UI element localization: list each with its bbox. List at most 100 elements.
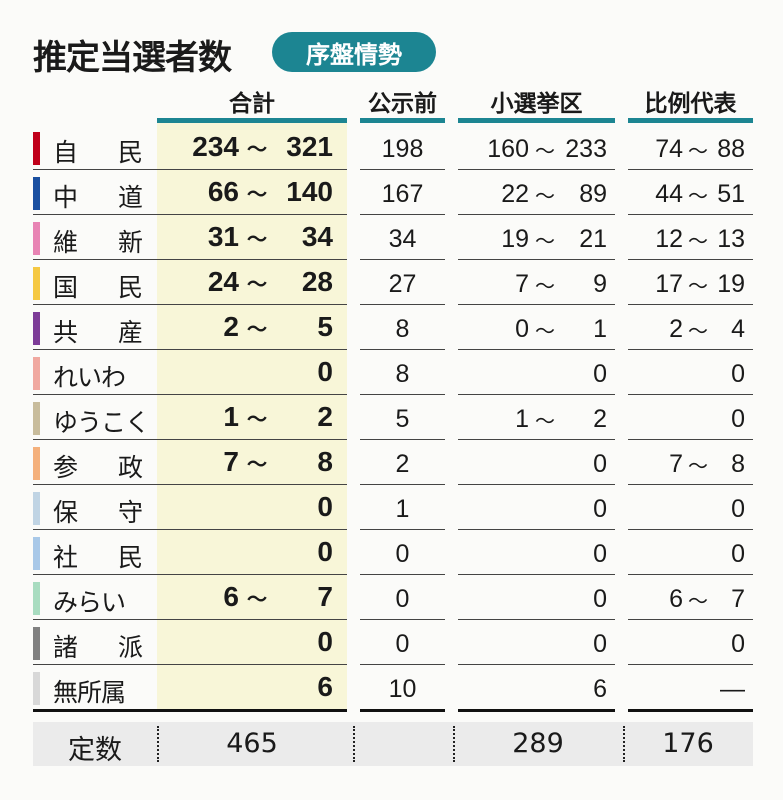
- total-high: 0: [317, 536, 333, 567]
- row-divider: [458, 574, 615, 575]
- pr-high: 0: [731, 494, 745, 523]
- row-divider: [360, 439, 445, 440]
- pr-cell: 6 ～ 7: [628, 582, 745, 616]
- district-high: 1: [593, 314, 607, 343]
- row-divider: [628, 169, 753, 170]
- pr-cell: 12 ～ 13: [628, 222, 745, 256]
- header-bar: [458, 118, 615, 123]
- pr-separator: ～: [688, 273, 708, 298]
- pr-low: 44: [655, 179, 683, 208]
- party-name: 中道: [53, 183, 184, 212]
- total-separator: ～: [247, 451, 267, 476]
- district-high: 233: [565, 134, 607, 163]
- pr-low: 12: [655, 224, 683, 253]
- row-divider: [628, 349, 753, 350]
- row-divider: [458, 169, 615, 170]
- status-badge: 序盤情勢: [272, 32, 436, 72]
- total-low: 2: [223, 311, 239, 342]
- dotted-divider: [623, 726, 625, 762]
- pr-low: 2: [669, 314, 683, 343]
- district-separator: ～: [535, 183, 555, 208]
- row-divider: [628, 214, 753, 215]
- district-cell: 0: [458, 492, 607, 526]
- district-low: 19: [501, 224, 529, 253]
- party-name: 国民: [53, 273, 184, 302]
- table-row: 保守 0 1 0 0: [33, 485, 753, 530]
- row-divider: [360, 349, 445, 350]
- pre-cell: 8: [395, 359, 410, 388]
- district-separator: ～: [535, 138, 555, 163]
- district-high: 0: [593, 539, 607, 568]
- total-separator: ～: [247, 136, 267, 161]
- pre-cell: 167: [381, 179, 424, 208]
- row-divider: [360, 304, 445, 305]
- district-high: 0: [593, 449, 607, 478]
- row-divider: [458, 439, 615, 440]
- party-name: 共産: [53, 318, 184, 347]
- pr-high: 19: [717, 269, 745, 298]
- pre-cell: 0: [395, 584, 410, 613]
- pr-separator: ～: [688, 228, 708, 253]
- district-separator: ～: [535, 408, 555, 433]
- row-divider: [360, 394, 445, 395]
- pr-cell: 0: [628, 627, 745, 661]
- row-divider: [628, 664, 753, 665]
- district-cell: 6: [458, 672, 607, 706]
- header-district: 小選挙区: [490, 91, 583, 117]
- total-cell: 6: [157, 670, 333, 704]
- district-cell: 7 ～ 9: [458, 267, 607, 301]
- total-low: 234: [192, 131, 239, 162]
- table-row: 社民 0 0 0 0: [33, 530, 753, 575]
- row-divider: [458, 259, 615, 260]
- party-name: 参政: [53, 453, 184, 482]
- total-cell: 0: [157, 355, 333, 389]
- district-separator: ～: [535, 228, 555, 253]
- district-high: 0: [593, 359, 607, 388]
- pr-high: 0: [731, 359, 745, 388]
- district-high: 21: [579, 224, 607, 253]
- total-cell: 0: [157, 490, 333, 524]
- district-high: 0: [593, 494, 607, 523]
- total-cell: 31 ～ 34: [157, 220, 333, 254]
- header-bar: [628, 118, 753, 123]
- total-high: 140: [286, 176, 333, 207]
- party-name: 維新: [53, 228, 184, 257]
- party-color-swatch: [33, 492, 40, 525]
- table-row: 国民 24 ～ 28 27 7 ～ 9 17 ～ 19: [33, 260, 753, 305]
- row-divider: [458, 529, 615, 530]
- party-color-swatch: [33, 132, 40, 165]
- total-low: 1: [223, 401, 239, 432]
- district-high: 9: [593, 269, 607, 298]
- total-cell: 0: [157, 535, 333, 569]
- total-high: 0: [317, 626, 333, 657]
- row-divider: [360, 169, 445, 170]
- table-row: 参政 7 ～ 8 2 0 7 ～ 8: [33, 440, 753, 485]
- district-low: 7: [515, 269, 529, 298]
- pr-separator: ～: [688, 588, 708, 613]
- total-cell: 24 ～ 28: [157, 265, 333, 299]
- party-name: ゆうこく: [53, 408, 150, 437]
- pr-separator: ～: [688, 453, 708, 478]
- row-divider: [33, 529, 347, 530]
- pr-high: 4: [731, 314, 745, 343]
- party-color-swatch: [33, 267, 40, 300]
- divider: [628, 709, 753, 712]
- pre-cell: 0: [395, 539, 410, 568]
- chart-title: 推定当選者数: [33, 38, 232, 78]
- pr-high: 51: [717, 179, 745, 208]
- row-divider: [33, 259, 347, 260]
- table-row: 自民 234 ～ 321 198 160 ～ 233 74 ～ 88: [33, 125, 753, 170]
- party-color-swatch: [33, 672, 40, 705]
- total-low: 6: [223, 581, 239, 612]
- party-color-swatch: [33, 357, 40, 390]
- party-color-swatch: [33, 537, 40, 570]
- footer-row: 定数 465 289 176: [33, 722, 753, 766]
- footer-district: 289: [512, 728, 564, 759]
- district-cell: 160 ～ 233: [458, 132, 607, 166]
- pr-separator: ～: [688, 183, 708, 208]
- party-color-swatch: [33, 582, 40, 615]
- header-bar: [157, 118, 347, 123]
- pre-cell: 198: [381, 134, 424, 163]
- header-total: 合計: [229, 91, 275, 117]
- pr-cell: 0: [628, 537, 745, 571]
